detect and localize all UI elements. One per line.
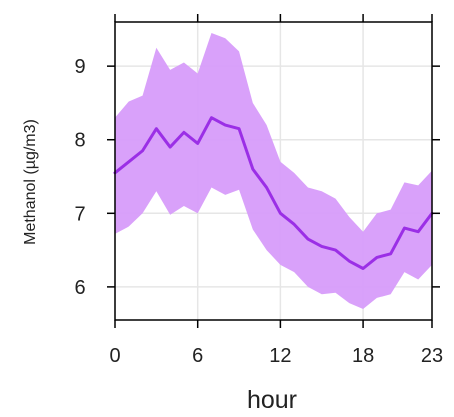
y-tick-label: 9 bbox=[74, 56, 85, 78]
y-tick-label: 6 bbox=[74, 277, 85, 299]
y-axis-label: Methanol (µg/m3) bbox=[22, 119, 39, 245]
confidence-band bbox=[115, 33, 432, 309]
x-tick-label: 23 bbox=[421, 345, 443, 367]
x-tick-label: 12 bbox=[269, 345, 291, 367]
x-tick-label: 6 bbox=[192, 345, 203, 367]
y-tick-label: 8 bbox=[74, 130, 85, 152]
y-tick-label: 7 bbox=[74, 203, 85, 225]
axis-labels: hour Methanol (µg/m3) bbox=[22, 119, 297, 414]
x-tick-label: 18 bbox=[352, 345, 374, 367]
x-axis-label: hour bbox=[247, 386, 297, 414]
confidence-band-area bbox=[115, 33, 432, 309]
series-line-path bbox=[113, 116, 434, 270]
x-tick-label: 0 bbox=[109, 345, 120, 367]
plot-frame bbox=[114, 21, 433, 321]
axis-ticks: 0 6 12 18 23 6 7 8 9 bbox=[74, 14, 443, 367]
plot-border bbox=[114, 21, 433, 321]
